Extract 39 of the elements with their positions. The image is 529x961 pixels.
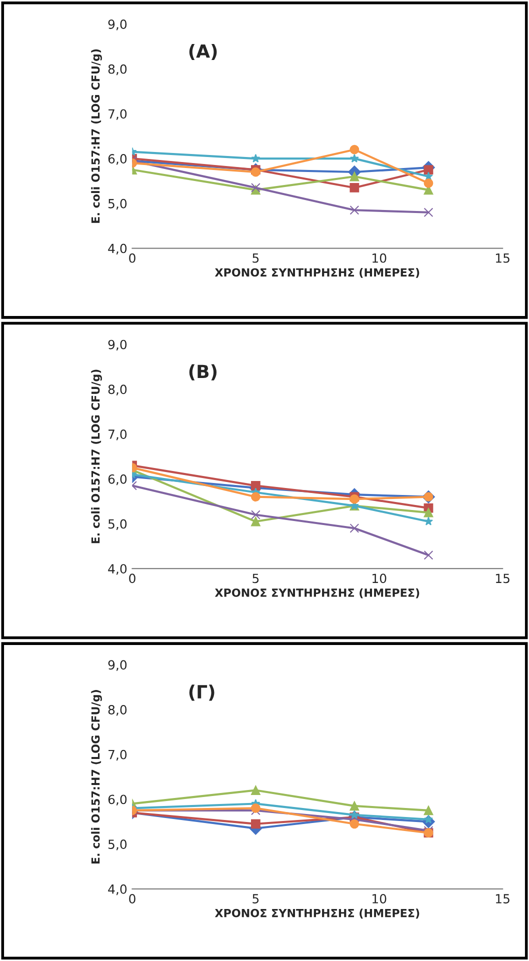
y-axis-title: E. coli O157:H7 (LOG CFU/g) xyxy=(91,49,102,223)
x-tick-label: 10 xyxy=(372,894,386,904)
y-tick-label: 8,0 xyxy=(108,705,127,716)
text: (B) xyxy=(189,364,217,380)
x-tick-label: 10 xyxy=(372,253,386,263)
y-tick-label: 6,0 xyxy=(108,794,127,806)
y-tick-label: 9,0 xyxy=(108,340,127,351)
y-tick-label: 7,0 xyxy=(108,430,127,440)
y-tick-label: 4,0 xyxy=(108,564,127,575)
text: (Γ) xyxy=(189,684,214,701)
y-tick-label: 5,0 xyxy=(108,519,127,530)
x-tick-label: 15 xyxy=(496,254,510,263)
x-tick-label: 0 xyxy=(129,574,136,584)
x-tick-label: 5 xyxy=(252,254,259,263)
y-axis-title: E. coli O157:H7 (LOG CFU/g) xyxy=(91,370,102,544)
x-tick-label: 15 xyxy=(496,894,510,904)
y-tick-label: 8,0 xyxy=(108,384,127,396)
x-tick-label: 5 xyxy=(252,894,259,904)
x-tick-label: 5 xyxy=(252,574,259,584)
y-tick-label: 7,0 xyxy=(108,750,127,761)
y-tick-label: 5,0 xyxy=(108,840,127,850)
y-tick-label: 6,0 xyxy=(108,154,127,165)
y-axis-title: E. coli O157:H7 (LOG CFU/g) xyxy=(91,690,102,864)
y-tick-label: 8,0 xyxy=(108,64,127,76)
y-tick-label: 7,0 xyxy=(108,109,127,120)
x-tick-label: 0 xyxy=(129,253,136,263)
x-axis-title: ΧΡΟΝΟΣ ΣΥΝΤΗΡΗΣΗΣ (ΗΜΕΡΕΣ) xyxy=(214,588,420,598)
text: (A) xyxy=(189,44,217,60)
x-tick-label: 15 xyxy=(496,574,510,584)
y-tick-label: 6,0 xyxy=(108,474,127,486)
y-tick-label: 9,0 xyxy=(108,660,127,671)
y-tick-label: 5,0 xyxy=(108,198,127,210)
x-axis-title: ΧΡΟΝΟΣ ΣΥΝΤΗΡΗΣΗΣ (ΗΜΕΡΕΣ) xyxy=(214,268,420,278)
y-tick-label: 9,0 xyxy=(108,19,127,30)
x-axis-title: ΧΡΟΝΟΣ ΣΥΝΤΗΡΗΣΗΣ (ΗΜΕΡΕΣ) xyxy=(214,908,420,919)
y-tick-label: 4,0 xyxy=(108,884,127,896)
y-tick-label: 4,0 xyxy=(108,244,127,254)
x-tick-label: 10 xyxy=(372,574,386,584)
x-tick-label: 0 xyxy=(129,894,136,904)
